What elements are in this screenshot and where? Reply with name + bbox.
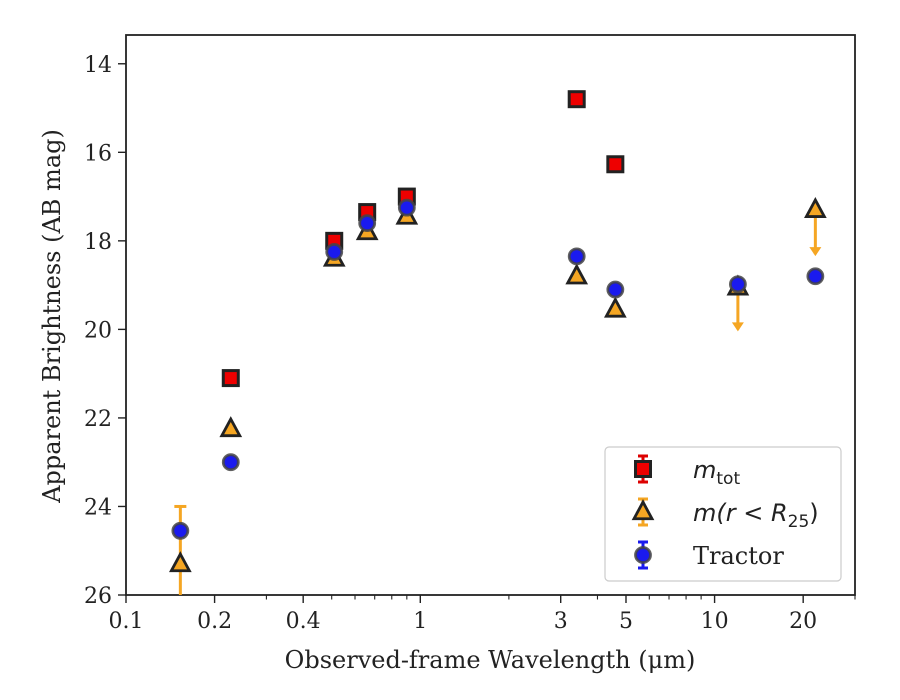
- legend: mtot m(r < R25) Tractor: [604, 446, 842, 582]
- circle-marker: [397, 198, 416, 217]
- x-tick-label: 10: [701, 609, 729, 634]
- y-tick-label: 14: [84, 53, 112, 78]
- upper-limit-arrow: [809, 247, 822, 257]
- y-axis: 14 16 18 20 22 24 26: [84, 53, 126, 609]
- circle-marker: [358, 214, 377, 233]
- x-tick-label: 5: [619, 609, 633, 634]
- legend-entry: m(r < R25): [631, 497, 819, 532]
- series-triangle: [169, 196, 827, 595]
- circle-marker: [806, 267, 825, 286]
- triangle-marker: [804, 196, 827, 218]
- legend-label: mtot: [693, 456, 740, 489]
- circle-marker: [728, 275, 747, 294]
- circle-marker: [567, 247, 586, 266]
- triangle-marker: [603, 296, 627, 318]
- x-tick-label: 0.1: [109, 609, 144, 634]
- legend-box: [604, 446, 842, 582]
- x-tick-label: 20: [789, 609, 817, 634]
- upper-limit-arrow: [731, 322, 744, 332]
- circle-marker: [325, 243, 344, 261]
- square-marker: [634, 460, 652, 478]
- y-tick-label: 24: [84, 495, 112, 520]
- circle-marker: [634, 546, 652, 564]
- data-marks: [169, 90, 827, 595]
- square-marker: [221, 369, 240, 388]
- circle-marker: [221, 453, 240, 472]
- triangle-marker: [565, 263, 589, 285]
- circle-marker: [171, 521, 190, 540]
- x-tick-label: 0.2: [197, 609, 232, 634]
- plot-border: [125, 34, 856, 596]
- y-tick-label: 26: [84, 584, 112, 609]
- series-circle: [171, 198, 825, 540]
- y-axis-label: Apparent Brightness (AB mag): [38, 129, 66, 504]
- y-tick-label: 20: [84, 318, 112, 343]
- legend-label: Tractor: [693, 542, 784, 570]
- x-tick-label: 3: [554, 609, 568, 634]
- x-axis-label: Observed-frame Wavelength (μm): [285, 646, 696, 674]
- square-marker: [567, 90, 586, 109]
- x-axis: 0.1 0.2 0.4 1 3 5 10 20: [109, 595, 856, 634]
- triangle-marker: [631, 499, 655, 521]
- y-tick-label: 16: [84, 141, 112, 166]
- series-square: [221, 90, 625, 388]
- x-tick-label: 0.4: [286, 609, 321, 634]
- x-tick-label: 1: [413, 609, 427, 634]
- square-marker: [606, 155, 625, 174]
- plot-frame: [125, 34, 856, 596]
- triangle-marker: [169, 551, 192, 573]
- y-tick-label: 22: [84, 407, 112, 432]
- legend-entry: mtot: [634, 454, 740, 489]
- y-tick-label: 18: [84, 230, 112, 255]
- legend-label: m(r < R25): [693, 499, 819, 532]
- triangle-marker: [219, 416, 243, 438]
- legend-entry: Tractor: [634, 540, 784, 570]
- circle-marker: [606, 280, 625, 299]
